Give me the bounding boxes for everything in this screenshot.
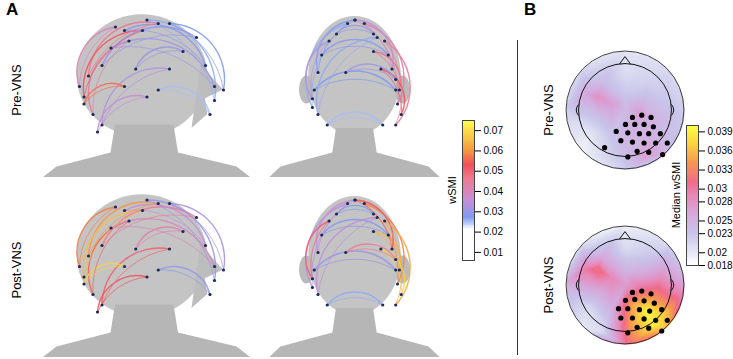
svg-text:0.02: 0.02: [484, 226, 504, 237]
html-text:Pre-VNS: Pre-VNS: [540, 84, 556, 136]
html-text:wSMI: wSMI: [446, 176, 458, 204]
html-text:Pre-VNS: Pre-VNS: [8, 63, 24, 116]
svg-text:0.04: 0.04: [484, 186, 504, 197]
svg-text:0.039: 0.039: [708, 126, 733, 137]
svg-text:0.01: 0.01: [484, 247, 504, 258]
html-text:B: B: [524, 0, 537, 19]
svg-text:0.033: 0.033: [708, 164, 733, 175]
svg-text:0.07: 0.07: [484, 125, 504, 136]
html-text:Post-VNS: Post-VNS: [540, 256, 556, 314]
svg-text:0.03: 0.03: [484, 206, 504, 217]
html-text:A: A: [6, 0, 19, 19]
html-text:Median wSMI: Median wSMI: [670, 161, 682, 229]
svg-text:0.03: 0.03: [708, 183, 728, 194]
html-text:Post-VNS: Post-VNS: [8, 241, 24, 298]
svg-text:0.05: 0.05: [484, 165, 504, 176]
svg-text:0.02: 0.02: [708, 247, 728, 258]
svg-text:0.036: 0.036: [708, 145, 733, 156]
svg-text:0.06: 0.06: [484, 145, 504, 156]
svg-text:0.023: 0.023: [708, 228, 733, 239]
svg-text:0.028: 0.028: [708, 196, 733, 207]
svg-text:0.025: 0.025: [708, 215, 733, 226]
svg-text:0.018: 0.018: [708, 260, 733, 271]
